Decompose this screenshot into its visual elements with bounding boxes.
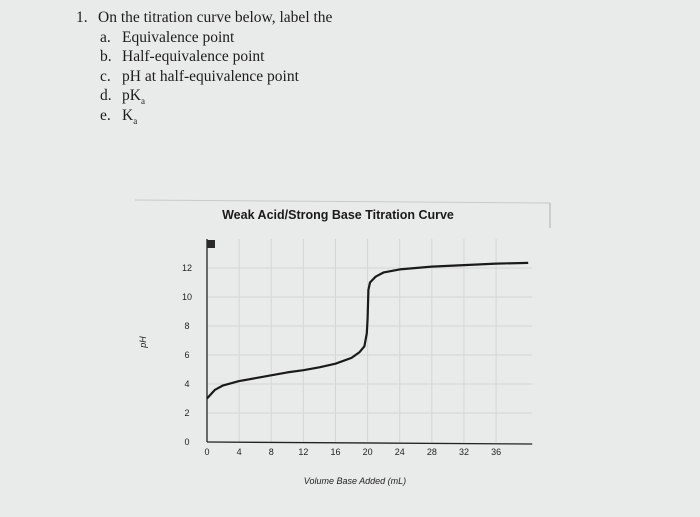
x-tick-label: 28 bbox=[427, 447, 437, 457]
y-tick-label: 8 bbox=[184, 321, 189, 331]
question-number: 1. bbox=[76, 9, 88, 26]
item-letter: b. bbox=[100, 48, 112, 65]
item-subscript: a bbox=[133, 115, 138, 126]
y-tick-label: 0 bbox=[184, 437, 189, 447]
x-axis bbox=[206, 441, 533, 445]
item-text: K bbox=[122, 106, 134, 124]
y-axis-label: pH bbox=[138, 336, 148, 349]
x-axis-label: Volume Base Added (mL) bbox=[304, 476, 406, 486]
question-item-a: a. Equivalence point bbox=[100, 28, 234, 48]
item-letter: e. bbox=[100, 106, 111, 124]
titration-curve-line bbox=[206, 261, 529, 400]
chart-frame-top bbox=[134, 199, 551, 204]
question-item-d: d. pKa bbox=[100, 86, 145, 112]
item-text: pK bbox=[122, 87, 141, 104]
item-letter: d. bbox=[100, 87, 112, 104]
x-tick-label: 8 bbox=[269, 447, 274, 457]
grid bbox=[207, 239, 533, 442]
y-tick-label: 10 bbox=[182, 292, 192, 302]
x-tick-label: 36 bbox=[491, 447, 501, 457]
y-tick-label: 4 bbox=[184, 379, 189, 389]
x-tick-label: 12 bbox=[298, 447, 308, 457]
chart-title: Weak Acid/Strong Base Titration Curve bbox=[222, 208, 454, 222]
x-tick-label: 32 bbox=[459, 447, 469, 457]
item-text: Equivalence point bbox=[122, 28, 235, 46]
question-item-c: c. pH at half-equivalence point bbox=[100, 67, 299, 87]
x-tick-label: 4 bbox=[237, 447, 242, 457]
legend-marker bbox=[207, 240, 215, 248]
x-tick-label: 20 bbox=[363, 447, 373, 457]
axes bbox=[206, 239, 533, 445]
x-tick-label: 24 bbox=[395, 447, 405, 457]
y-tick-label: 12 bbox=[182, 263, 192, 273]
item-letter: a. bbox=[100, 28, 111, 46]
item-text: pH at half-equivalence point bbox=[122, 67, 299, 85]
item-letter: c. bbox=[100, 67, 111, 85]
y-tick-label: 2 bbox=[184, 408, 189, 418]
question-item-e: e. Ka bbox=[100, 106, 137, 132]
x-tick-label: 0 bbox=[204, 447, 209, 457]
question-item-b: b. Half-equivalence point bbox=[100, 47, 264, 67]
question-stem: On the titration curve below, label the bbox=[98, 9, 333, 26]
item-text: Half-equivalence point bbox=[122, 48, 265, 65]
y-tick-label: 6 bbox=[184, 350, 189, 360]
item-subscript: a bbox=[140, 96, 145, 107]
x-tick-label: 16 bbox=[330, 447, 340, 457]
